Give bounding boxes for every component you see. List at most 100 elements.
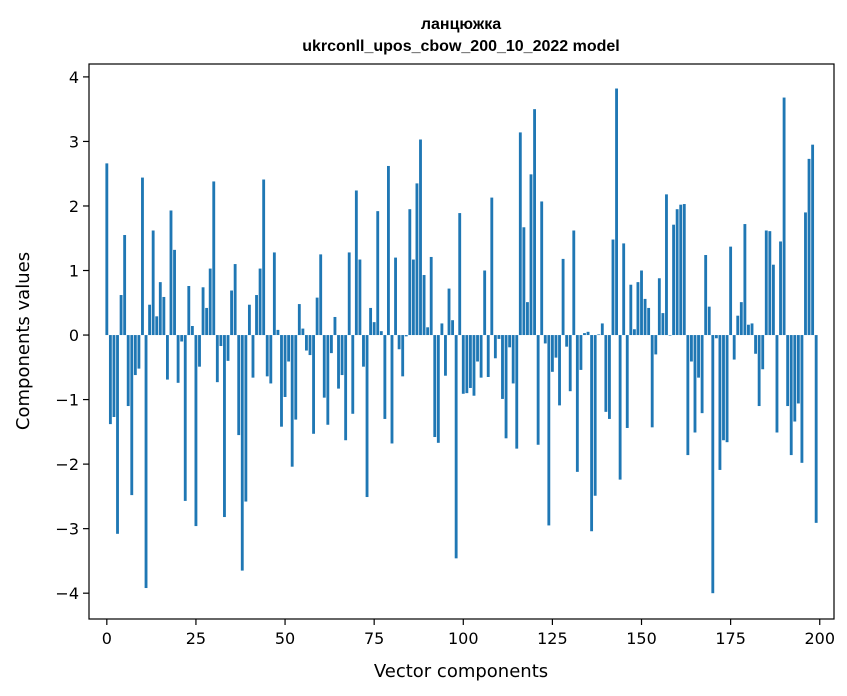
bar-82 xyxy=(397,335,401,350)
bar-18 xyxy=(169,210,173,336)
bar-5 xyxy=(123,235,127,336)
bar-46 xyxy=(269,335,273,384)
bar-37 xyxy=(237,335,241,436)
y-axis-label: Components values xyxy=(13,252,34,430)
bar-187 xyxy=(771,264,775,336)
bar-165 xyxy=(693,335,697,433)
bar-38 xyxy=(240,335,244,571)
bar-98 xyxy=(454,335,458,559)
bar-34 xyxy=(226,335,230,361)
bar-194 xyxy=(796,335,800,404)
bar-96 xyxy=(447,288,451,336)
bar-196 xyxy=(804,212,807,336)
bar-52 xyxy=(290,335,294,467)
bar-159 xyxy=(672,224,676,336)
bar-36 xyxy=(233,264,237,336)
bar-64 xyxy=(333,316,337,336)
bar-141 xyxy=(608,335,611,419)
bar-10 xyxy=(141,177,144,336)
bar-76 xyxy=(376,211,380,336)
bar-70 xyxy=(354,190,358,336)
bar-161 xyxy=(679,204,683,336)
bar-169 xyxy=(707,306,711,336)
bar-88 xyxy=(419,139,422,336)
bar-90 xyxy=(426,327,430,336)
bar-56 xyxy=(305,335,308,351)
bar-22 xyxy=(183,335,187,501)
bar-92 xyxy=(433,335,437,438)
bar-26 xyxy=(198,335,201,367)
bar-117 xyxy=(522,227,526,336)
y-tick-label-3: 3 xyxy=(69,132,79,151)
bar-198 xyxy=(811,144,815,336)
bar-128 xyxy=(561,258,565,336)
bar-62 xyxy=(326,335,330,425)
bar-135 xyxy=(586,331,590,336)
bar-95 xyxy=(444,335,447,376)
bar-12 xyxy=(148,304,152,336)
bar-103 xyxy=(472,335,476,396)
bar-42 xyxy=(255,295,258,336)
x-tick-label-125: 125 xyxy=(537,629,568,648)
bar-147 xyxy=(629,284,633,336)
x-tick-label-50: 50 xyxy=(275,629,295,648)
bar-193 xyxy=(793,335,797,422)
bar-45 xyxy=(265,335,269,377)
bar-190 xyxy=(782,97,786,336)
bar-21 xyxy=(180,335,184,342)
bar-58 xyxy=(312,335,315,434)
bar-145 xyxy=(622,243,626,336)
bar-78 xyxy=(383,335,387,419)
bar-48 xyxy=(276,329,280,336)
bar-189 xyxy=(779,241,782,336)
bar-55 xyxy=(301,328,305,336)
bar-106 xyxy=(483,270,487,336)
bar-192 xyxy=(789,335,793,456)
bar-130 xyxy=(568,335,572,392)
plot-frame xyxy=(88,63,835,620)
bar-138 xyxy=(597,334,601,336)
bar-153 xyxy=(650,335,654,428)
bar-183 xyxy=(757,335,761,407)
bar-85 xyxy=(408,209,412,336)
bar-154 xyxy=(654,335,658,355)
bar-51 xyxy=(287,335,291,362)
bar-65 xyxy=(337,335,340,389)
bar-126 xyxy=(554,335,558,358)
bar-184 xyxy=(761,335,765,370)
bar-57 xyxy=(308,335,312,356)
bar-146 xyxy=(625,335,629,428)
x-tick-label-0: 0 xyxy=(102,629,112,648)
bar-74 xyxy=(369,307,373,336)
bar-160 xyxy=(675,209,679,336)
bar-139 xyxy=(600,323,604,336)
bar-49 xyxy=(280,335,283,427)
bar-87 xyxy=(415,183,419,336)
bar-170 xyxy=(711,335,715,594)
bar-162 xyxy=(682,204,686,336)
bar-0 xyxy=(105,163,109,336)
bar-19 xyxy=(173,249,176,336)
bar-94 xyxy=(440,323,444,336)
y-tick-label--2: −2 xyxy=(55,455,79,474)
bar-122 xyxy=(540,201,544,336)
bar-79 xyxy=(387,165,390,336)
bar-73 xyxy=(365,335,369,498)
bar-167 xyxy=(700,335,704,414)
bar-32 xyxy=(219,335,223,347)
bar-53 xyxy=(294,335,298,420)
bar-104 xyxy=(476,335,479,362)
bar-15 xyxy=(158,282,162,336)
x-axis-ticks: 0 25 50 75 100 125 150 175 200 xyxy=(102,619,835,648)
bar-8 xyxy=(133,335,137,376)
bar-40 xyxy=(247,304,251,336)
bar-133 xyxy=(579,335,583,370)
bar-175 xyxy=(729,246,733,336)
bar-120 xyxy=(533,109,536,336)
bar-136 xyxy=(590,335,594,532)
bar-118 xyxy=(526,302,529,336)
bar-28 xyxy=(205,307,209,336)
y-tick-label-1: 1 xyxy=(69,262,79,281)
bar-24 xyxy=(190,326,194,336)
